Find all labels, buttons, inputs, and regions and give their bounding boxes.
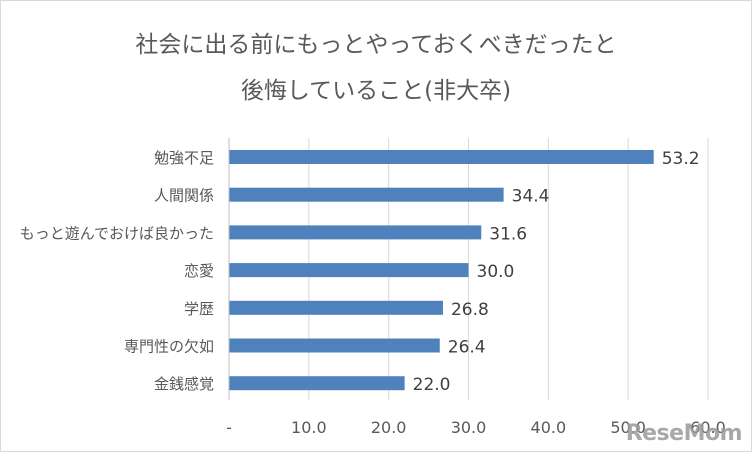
x-tick-label: 20.0 [371, 418, 407, 437]
watermark-logo: ReseMom [625, 421, 743, 446]
x-tick-label: 30.0 [451, 418, 487, 437]
x-tick-label: 60.0 [690, 418, 726, 437]
bar [229, 225, 482, 240]
category-label: 恋愛 [184, 262, 214, 280]
category-label: 金銭感覚 [154, 375, 214, 393]
x-tick-label: - [226, 418, 232, 437]
value-label: 31.6 [489, 224, 527, 244]
value-label: 34.4 [512, 187, 550, 207]
chart-title: 社会に出る前にもっとやっておくべきだったと 後悔していること(非大卒) [0, 22, 752, 114]
category-label: 専門性の欠如 [124, 338, 214, 356]
value-label: 26.8 [451, 300, 489, 320]
value-label: 22.0 [413, 375, 451, 395]
chart-title-line-2: 後悔していること(非大卒) [240, 78, 512, 104]
category-label: 人間関係 [154, 187, 214, 205]
bar [229, 300, 443, 315]
chart-title-line-1: 社会に出る前にもっとやっておくべきだったと [135, 32, 617, 58]
bar [229, 187, 504, 202]
value-label: 30.0 [477, 262, 515, 282]
value-label: 53.2 [662, 149, 700, 169]
x-tick-label: 50.0 [610, 418, 646, 437]
category-label: 勉強不足 [154, 149, 214, 167]
category-label: もっと遊んでおけば良かった [20, 224, 214, 242]
x-tick-label: 40.0 [531, 418, 567, 437]
category-label: 学歴 [184, 300, 214, 318]
bar [229, 376, 405, 391]
x-tick-label: 10.0 [291, 418, 327, 437]
bar [229, 150, 654, 164]
value-label: 26.4 [448, 338, 486, 358]
bar [229, 338, 440, 353]
bar [229, 263, 469, 278]
